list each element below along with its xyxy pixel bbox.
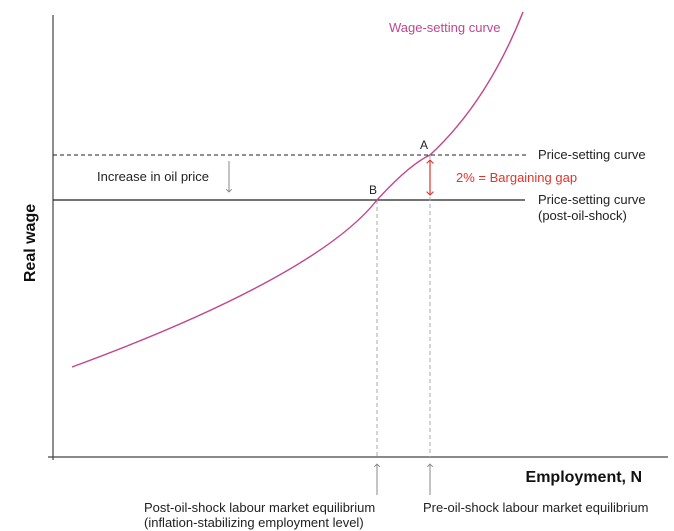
wage-setting-curve-label: Wage-setting curve <box>389 20 501 35</box>
price-setting-curve-label: Price-setting curve <box>538 147 646 162</box>
bargaining-gap-label: 2% = Bargaining gap <box>456 170 577 185</box>
point-b-label: B <box>369 183 377 197</box>
post-shock-eq-label-2: (inflation-stabilizing employment level) <box>144 515 364 530</box>
oil-price-annotation: Increase in oil price <box>97 169 209 184</box>
price-setting-post-label-1: Price-setting curve <box>538 192 646 207</box>
x-axis-title: Employment, N <box>526 469 642 486</box>
price-setting-post-label-2: (post-oil-shock) <box>538 208 627 223</box>
wage-setting-curve <box>71 11 524 368</box>
point-a-label: A <box>420 138 428 152</box>
post-shock-eq-label-1: Post-oil-shock labour market equilibrium <box>144 500 375 515</box>
pre-shock-eq-label: Pre-oil-shock labour market equilibrium <box>423 500 648 515</box>
y-axis-title: Real wage <box>22 204 39 282</box>
